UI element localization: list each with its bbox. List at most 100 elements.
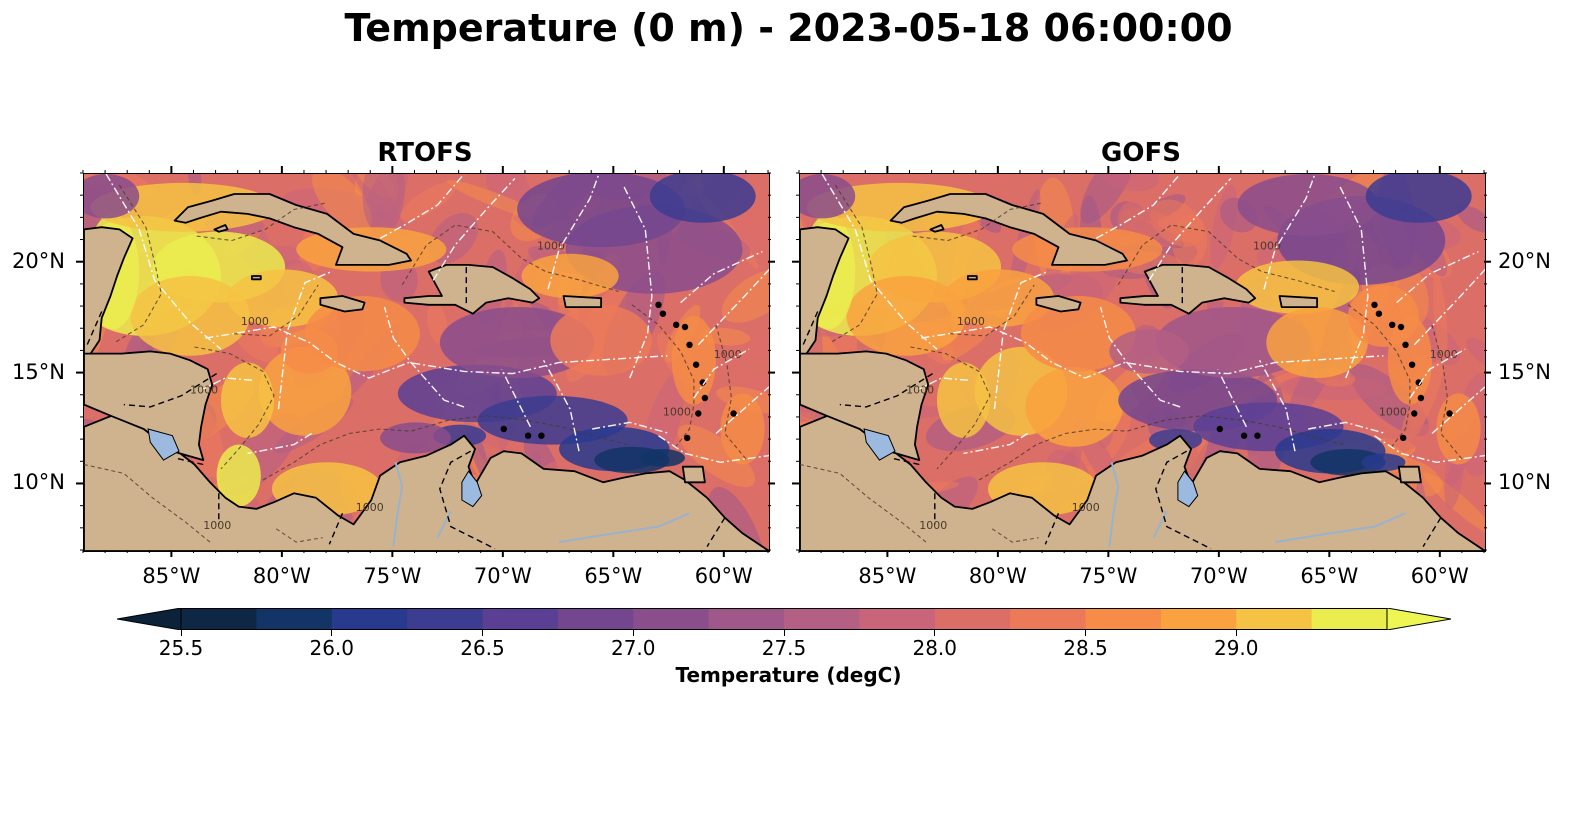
small-island [655,301,662,308]
land-isla-juventud [213,224,229,233]
small-island [681,323,689,331]
country-border [706,517,726,547]
boundary-line [658,435,769,464]
river [392,462,404,547]
small-island [1216,425,1223,433]
colorbar-tick-label: 27.5 [761,636,807,660]
boundary-line [277,270,332,410]
land-jamaica [319,295,366,313]
boundary-line [697,268,769,346]
boundary-line [1258,359,1296,452]
temperature-region [1436,393,1481,465]
temperature-swirl [1423,472,1485,535]
temperature-swirl [1150,199,1204,247]
boundary-line [1148,177,1232,281]
temperature-swirl [399,181,457,221]
small-island [1402,341,1409,348]
contour-label: 1000 [919,519,947,532]
boundary-line [1338,184,1369,379]
lake [1177,470,1199,508]
temperature-swirl [975,174,1011,192]
lake [863,428,896,461]
boundary-line [1095,174,1181,239]
colorbar-segment [331,608,408,630]
lon-tick-label: 60°W [694,564,753,588]
boundary-line [1216,368,1248,428]
colorbar-segment [256,608,333,630]
lat-tick-label: 15°N [1498,359,1551,384]
bathymetry-contour [715,324,748,461]
lon-tick-label: 75°W [1079,564,1138,588]
panel-title-gofs: GOFS [1101,138,1181,168]
temperature-region [649,174,756,223]
contour-label: 1000 [1430,348,1458,361]
boundary-line [918,377,968,390]
colorbar-over-extension [1386,608,1451,630]
colorbar-segment [1160,608,1237,630]
bathymetry-contour [196,202,328,242]
bathymetry-contour [991,528,1039,543]
colorbar-tick [783,630,785,636]
colorbar-segment [934,608,1011,630]
small-island [1254,432,1261,439]
lon-tick-label: 70°W [1189,564,1248,588]
small-island [659,310,667,317]
temperature-swirl [1400,359,1444,445]
small-island [1375,310,1383,317]
temperature-region [550,304,652,376]
colorbar-tick [331,630,333,636]
figure-title: Temperature (0 m) - 2023-05-18 06:00:00 [344,6,1233,50]
bathymetry-contour [84,463,211,543]
lake [147,428,180,461]
temperature-region [720,393,765,465]
lake [461,470,483,508]
land-hispaniola [1119,264,1257,315]
temperature-swirl [362,174,405,235]
colorbar-segment [1010,608,1087,630]
colorbar-segment [557,608,634,630]
colorbar-tick-label: 28.5 [1063,636,1108,660]
lat-tick-label: 20°N [12,248,65,273]
land-hispaniola [403,264,541,315]
land-south-america [800,412,1485,551]
boundary-line [379,174,465,239]
temperature-swirl [235,326,280,363]
colorbar-under-extension [117,608,182,630]
land-yucatan [84,226,134,355]
colorbar-segment [784,608,860,630]
contour-label: 1000 [663,406,691,419]
river [1274,512,1406,544]
bathymetry-contour [1117,224,1335,293]
country-border [1044,513,1060,545]
boundary-line [963,432,1028,455]
bathymetry-contour [631,304,695,450]
lon-tick-label: 70°W [473,564,532,588]
colorbar-segment [1085,608,1162,630]
contour-label: 1000 [1253,239,1281,252]
small-island [695,410,702,417]
map-panel-gofs: 1000 1000 1000 1000 1000 1000 1000 [799,173,1486,552]
bathymetry-contour [1347,304,1411,450]
lon-tick-label: 80°W [252,564,311,588]
country-border [839,373,933,408]
lon-tick-label: 80°W [968,564,1027,588]
river [1108,462,1120,547]
temperature-region [216,444,261,507]
boundary-line [432,177,516,281]
bathymetry-contour [912,202,1044,242]
temperature-region [1235,260,1360,314]
temperature-region [280,329,339,374]
contour-label: 1000 [1072,501,1100,514]
colorbar-segment [407,608,484,630]
lon-tick-label: 60°W [1410,564,1469,588]
colorbar-outline [180,608,1388,630]
boundary-line [1413,268,1485,346]
colorbar-tick-label: 29.0 [1213,636,1259,660]
colorbar-tick [482,630,483,636]
contour-label: 1000 [906,384,934,397]
contour-label: 1000 [356,501,384,514]
temperature-region [517,174,686,248]
colorbar-tick-label: 25.5 [158,636,204,660]
small-island [1240,432,1248,439]
colorbar-segment [859,608,936,630]
